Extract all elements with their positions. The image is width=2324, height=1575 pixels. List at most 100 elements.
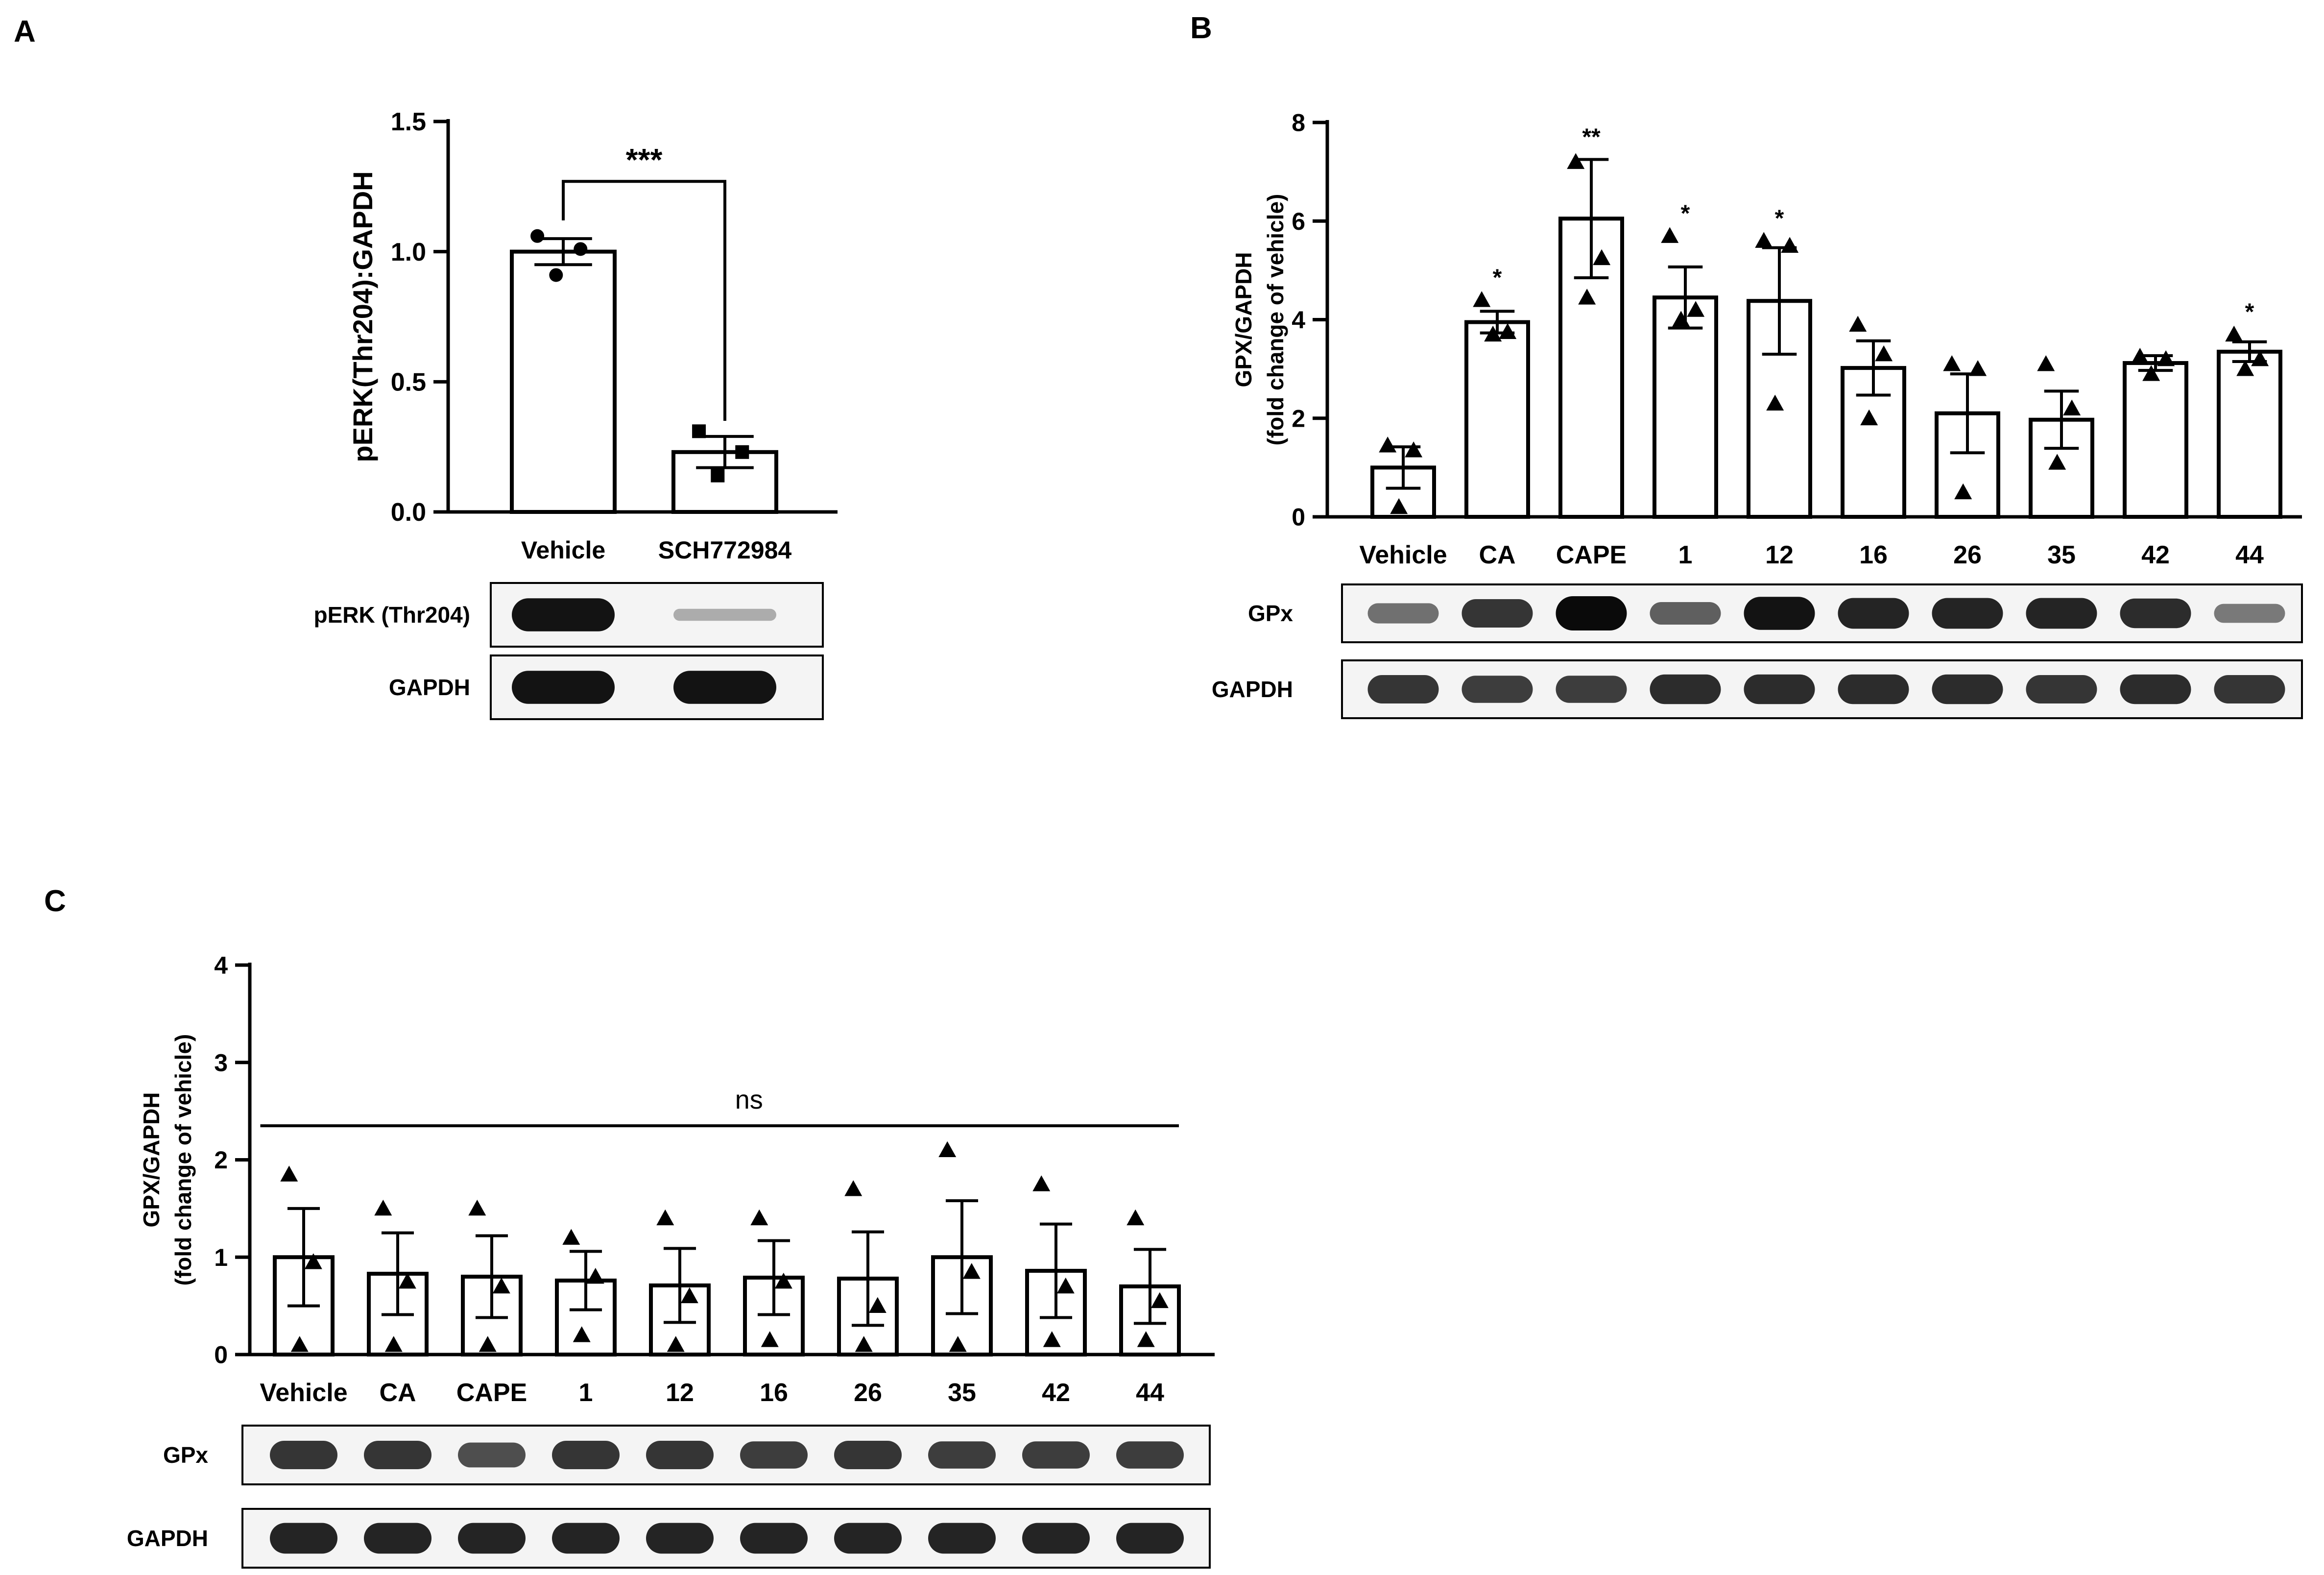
category-label: Vehicle xyxy=(1359,541,1447,569)
blot-band xyxy=(2026,598,2097,629)
blot-band xyxy=(2026,675,2097,703)
blot-band xyxy=(1461,599,1533,628)
data-point xyxy=(844,1180,863,1196)
data-point xyxy=(2063,399,2081,416)
data-point xyxy=(280,1165,298,1182)
data-point xyxy=(1687,301,1705,317)
category-label: Vehicle xyxy=(521,536,605,564)
significance-marker: ** xyxy=(1582,124,1601,150)
blot-band xyxy=(1744,674,1815,704)
data-point xyxy=(761,1331,779,1347)
blot-band xyxy=(1650,602,1721,625)
blot-band xyxy=(740,1523,808,1554)
blot-band xyxy=(646,1523,714,1554)
blot-band xyxy=(1932,674,2003,704)
blot-band xyxy=(834,1441,902,1469)
panel-label-a: A xyxy=(14,15,36,48)
blot-band xyxy=(458,1442,526,1468)
blot-row-label: GAPDH xyxy=(127,1526,208,1551)
data-point xyxy=(2157,350,2175,366)
category-label: 16 xyxy=(1859,541,1888,569)
panel-label-c: C xyxy=(44,884,66,918)
data-point xyxy=(574,242,588,256)
data-point xyxy=(2225,325,2243,342)
y-axis-label-secondary: (fold change of vehicle) xyxy=(1263,194,1288,446)
chart-panel-b: 0 2 4 6 8 GPX/GAPDH (fold change of vehicle) Ve… xyxy=(1231,109,2302,569)
y-tick-label: 4 xyxy=(1292,306,1305,334)
y-tick-label: 8 xyxy=(1292,109,1305,137)
data-point xyxy=(479,1336,497,1352)
y-axis-label: GPX/GAPDH xyxy=(139,1092,164,1227)
category-label: 1 xyxy=(1678,541,1693,569)
data-point xyxy=(1484,325,1502,342)
data-point xyxy=(1379,436,1397,453)
y-tick-label: 4 xyxy=(214,952,228,979)
category-label: CA xyxy=(1479,541,1515,569)
data-point xyxy=(573,1326,591,1342)
significance-marker: * xyxy=(1681,200,1690,226)
category-label: 12 xyxy=(666,1379,694,1407)
data-point xyxy=(1969,360,1987,376)
blot-band xyxy=(552,1441,620,1469)
blot-band xyxy=(2214,604,2285,623)
y-axis-label-secondary: (fold change of vehicle) xyxy=(170,1034,196,1286)
data-point xyxy=(1875,345,1893,362)
data-point xyxy=(468,1199,486,1216)
blot-band xyxy=(1744,597,1815,630)
blot-row-label: GPx xyxy=(1248,601,1293,626)
category-label: 16 xyxy=(760,1379,788,1407)
category-label: CAPE xyxy=(1556,541,1627,569)
western-blot-panel-b: GPx GAPDH xyxy=(1212,583,2303,719)
data-point xyxy=(1943,355,1961,371)
blot-band xyxy=(1022,1441,1090,1469)
blot-band xyxy=(1022,1523,1090,1554)
data-point xyxy=(549,268,563,282)
category-label: 1 xyxy=(579,1379,593,1407)
significance-marker: * xyxy=(1493,265,1502,291)
data-point xyxy=(1137,1331,1155,1347)
data-point xyxy=(2037,355,2055,371)
category-label: SCH772984 xyxy=(658,536,792,564)
category-label: Vehicle xyxy=(260,1379,347,1407)
blot-row-label: GAPDH xyxy=(389,675,470,700)
chart-panel-a: 0.0 0.5 1.0 1.5 pERK(Thr204):GAPDH Vehicle SCH… xyxy=(347,108,838,564)
data-point xyxy=(692,424,706,438)
blot-band xyxy=(1461,676,1533,703)
data-point xyxy=(586,1268,604,1284)
category-label: 35 xyxy=(948,1379,976,1407)
blot-band xyxy=(364,1523,431,1554)
blot-band xyxy=(1116,1523,1184,1554)
blot-band xyxy=(1556,596,1627,630)
blot-band xyxy=(512,671,615,704)
y-tick-label: 0.5 xyxy=(391,368,426,397)
category-label: 26 xyxy=(854,1379,882,1407)
data-point xyxy=(1593,249,1611,266)
blot-band xyxy=(1556,676,1627,703)
blot-band xyxy=(2214,675,2285,703)
data-point xyxy=(2251,350,2269,366)
data-point xyxy=(1126,1209,1145,1226)
data-point xyxy=(398,1272,416,1289)
data-point xyxy=(374,1199,392,1216)
data-point xyxy=(938,1141,957,1158)
blot-band xyxy=(1838,674,1909,704)
data-point xyxy=(304,1253,322,1269)
data-point xyxy=(1473,291,1491,307)
y-tick-label: 3 xyxy=(214,1049,228,1076)
data-point xyxy=(949,1336,967,1352)
y-axis-label: GPX/GAPDH xyxy=(1231,252,1256,387)
blot-band xyxy=(2120,598,2191,629)
blot-band xyxy=(1838,598,1909,629)
data-point xyxy=(1056,1277,1075,1294)
blot-row-label: pERK (Thr204) xyxy=(314,602,470,628)
blot-band xyxy=(364,1441,431,1469)
blot-band xyxy=(928,1441,996,1469)
blot-band xyxy=(1932,598,2003,629)
y-tick-label: 2 xyxy=(1292,405,1305,432)
data-point xyxy=(774,1272,792,1289)
data-point xyxy=(868,1297,886,1313)
data-point xyxy=(1661,227,1679,243)
data-point xyxy=(2131,347,2149,364)
